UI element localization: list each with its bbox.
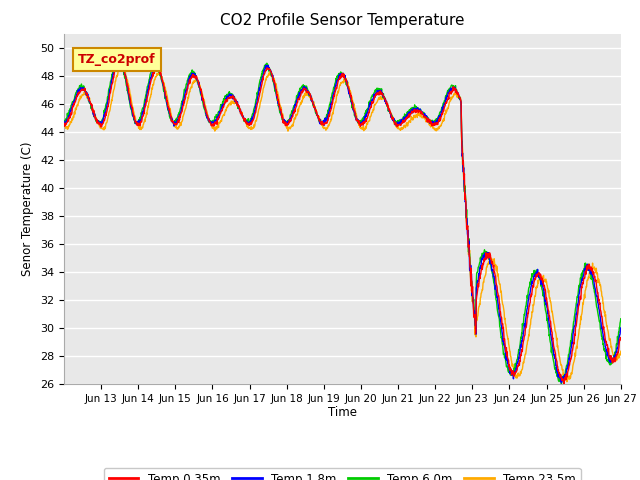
Text: TZ_co2prof: TZ_co2prof xyxy=(78,53,156,66)
X-axis label: Time: Time xyxy=(328,407,357,420)
Legend: Temp 0.35m, Temp 1.8m, Temp 6.0m, Temp 23.5m: Temp 0.35m, Temp 1.8m, Temp 6.0m, Temp 2… xyxy=(104,468,581,480)
Y-axis label: Senor Temperature (C): Senor Temperature (C) xyxy=(22,142,35,276)
Title: CO2 Profile Sensor Temperature: CO2 Profile Sensor Temperature xyxy=(220,13,465,28)
